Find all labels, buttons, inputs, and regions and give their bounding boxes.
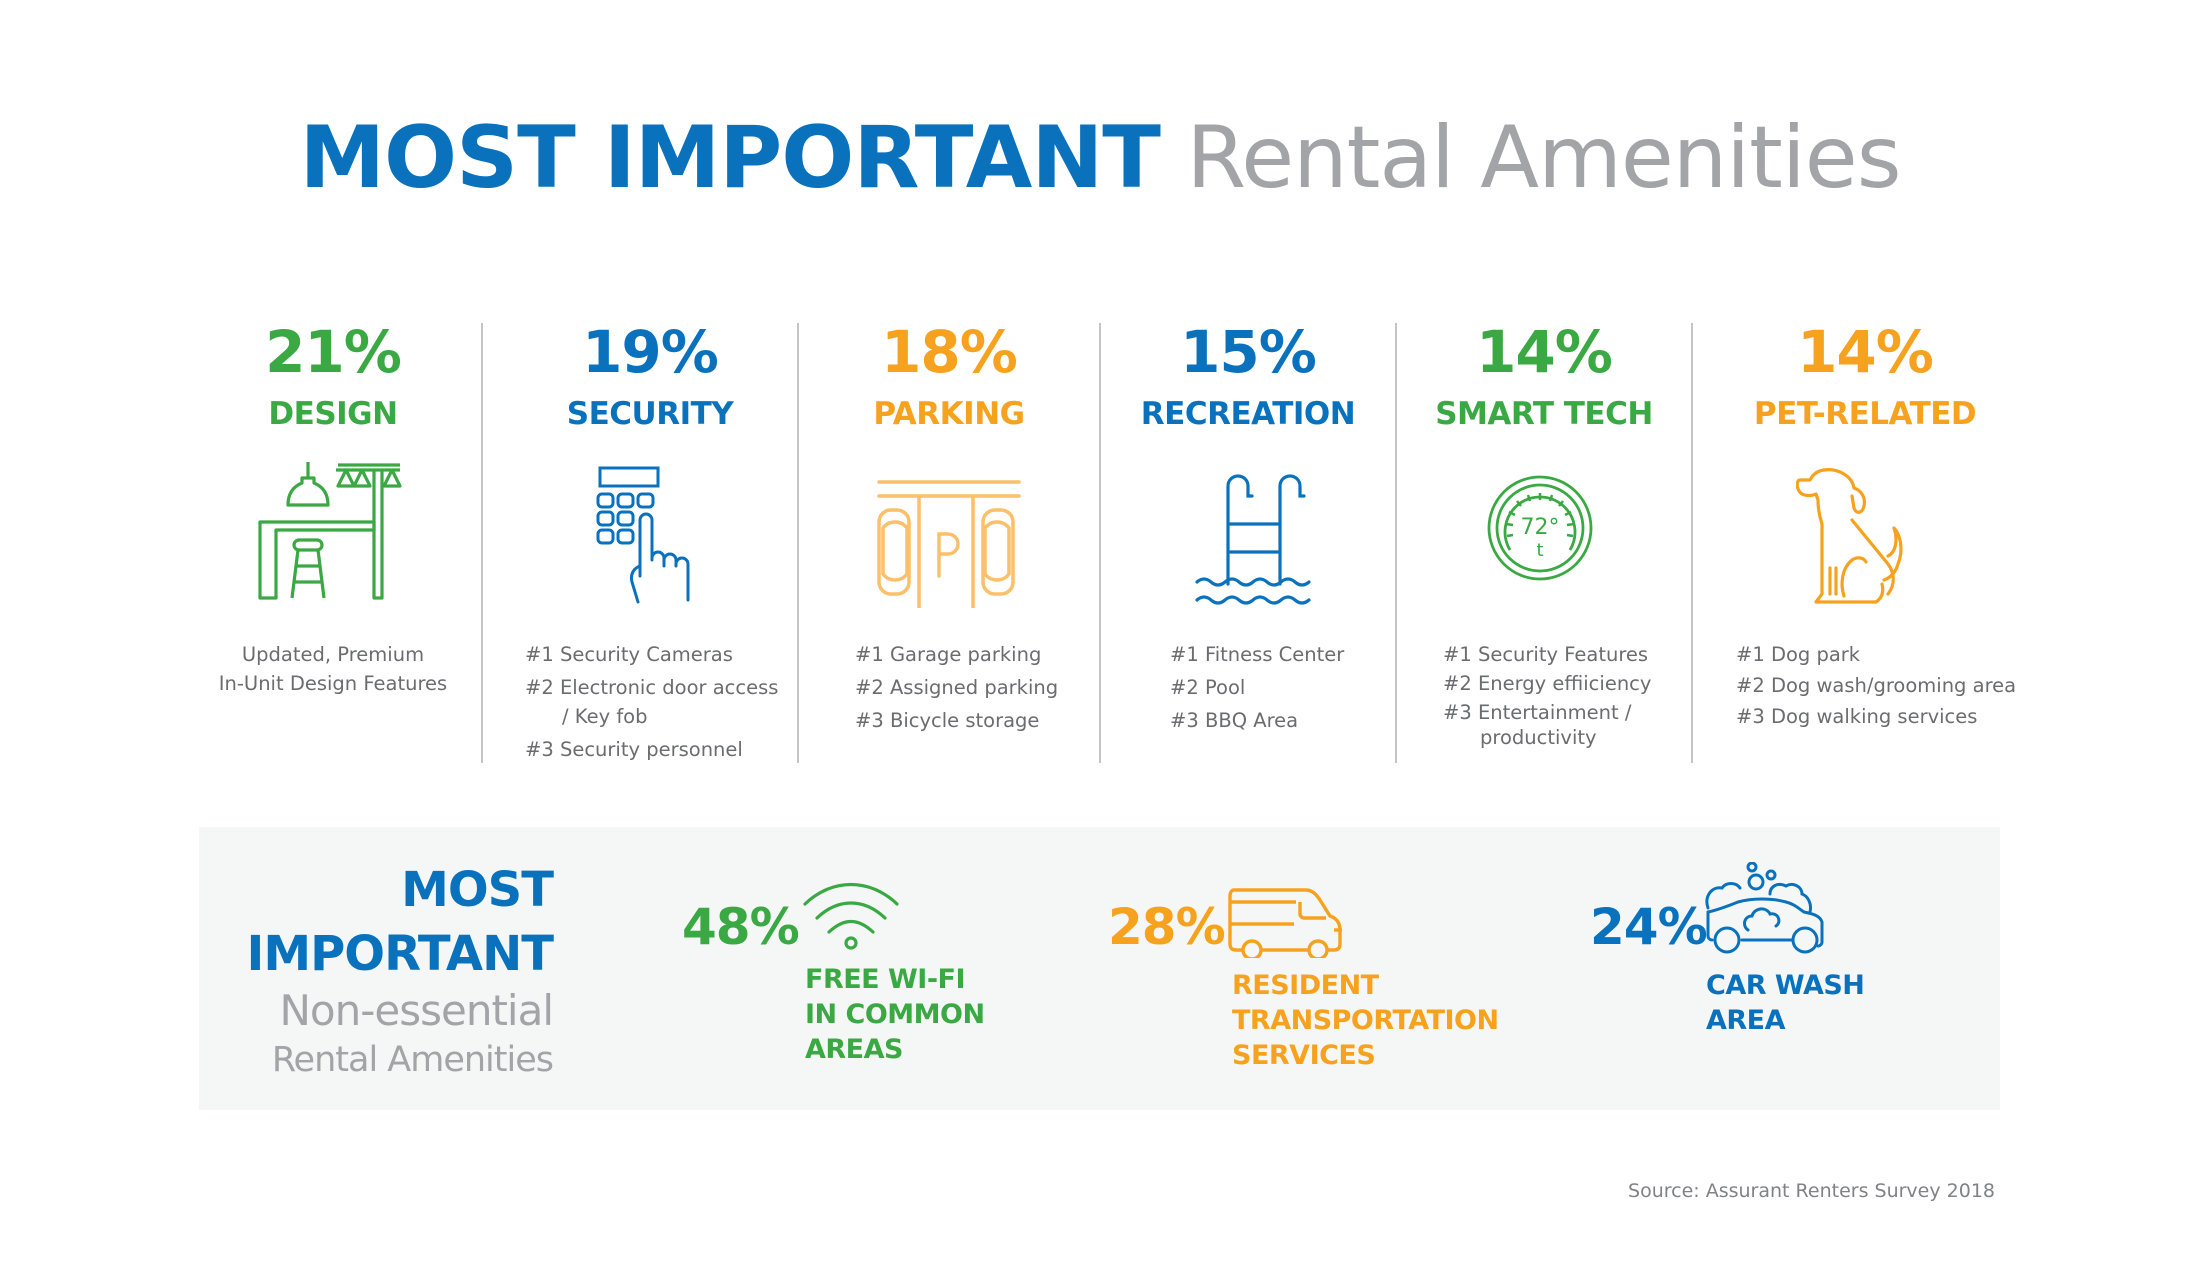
ranked-item: #2 Pool	[1170, 676, 1246, 699]
subheading-line: Rental Amenities	[271, 1040, 554, 1080]
label-line: CAR WASH	[1706, 970, 1865, 1001]
category-label: RECREATION	[1140, 396, 1356, 432]
van-icon	[1228, 888, 1342, 958]
label-line: AREAS	[805, 1034, 903, 1065]
thermostat-unit: t	[1536, 540, 1543, 561]
heading-line: MOST	[401, 862, 554, 918]
category-percent: 18%	[881, 318, 1018, 386]
dog-icon	[1796, 468, 1903, 604]
category-smart-tech: 14% SMART TECH	[1414, 318, 1674, 434]
label-line: FREE WI-FI	[805, 964, 966, 995]
source-note: Source: Assurant Renters Survey 2018	[1628, 1180, 1995, 1202]
wifi-label: FREE WI-FI IN COMMON AREAS	[805, 962, 985, 1067]
non-essential-panel	[199, 827, 2000, 1110]
category-items: #1 Garage parking #2 Assigned parking #3…	[855, 640, 1058, 735]
bar-stool-kitchen-icon	[258, 462, 402, 600]
category-percent: 19%	[582, 318, 719, 386]
ranked-item: #3 BBQ Area	[1170, 709, 1299, 732]
column-divider	[1099, 323, 1101, 763]
category-parking: 18% PARKING	[829, 318, 1069, 434]
category-percent: 21%	[265, 318, 402, 386]
transportation-percent: 28%	[1108, 898, 1226, 956]
ranked-item: #2 Dog wash/grooming area	[1736, 674, 2017, 697]
category-design: 21% DESIGN	[213, 318, 453, 434]
category-label: PET-RELATED	[1753, 396, 1977, 432]
ranked-item: #3 Dog walking services	[1736, 705, 1978, 728]
description-line: In-Unit Design Features	[218, 672, 448, 695]
car-wash-label: CAR WASH AREA	[1706, 968, 1865, 1038]
title-light: Rental Amenities	[1186, 108, 1901, 208]
page-title: MOST IMPORTANT Rental Amenities	[0, 108, 2200, 208]
ranked-item: #1 Garage parking	[855, 643, 1042, 666]
category-label: DESIGN	[268, 396, 398, 432]
car-wash-icon	[1705, 862, 1824, 954]
ranked-item: #3 Entertainment /	[1443, 701, 1632, 724]
column-divider	[481, 323, 483, 763]
category-percent: 15%	[1180, 318, 1317, 386]
ranked-item: #2 Electronic door access	[525, 676, 779, 699]
keypad-hand-icon	[596, 466, 690, 604]
pool-ladder-icon	[1195, 474, 1311, 605]
description-line: Updated, Premium	[241, 643, 425, 666]
category-percent: 14%	[1476, 318, 1613, 386]
column-divider	[1691, 323, 1693, 763]
category-recreation: 15% RECREATION	[1118, 318, 1378, 434]
column-divider	[1395, 323, 1397, 763]
wifi-percent: 48%	[682, 898, 800, 956]
thermostat-reading: 72°	[1521, 515, 1560, 540]
category-pet-related: 14% PET-RELATED	[1715, 318, 2015, 434]
parking-lot-icon	[877, 480, 1021, 608]
subheading-line: Non-essential	[279, 986, 554, 1035]
non-essential-heading: MOST IMPORTANT Non-essential Rental Amen…	[247, 858, 554, 1084]
category-description: Updated, Premium In-Unit Design Features	[213, 640, 453, 698]
label-line: IN COMMON	[805, 999, 985, 1030]
category-security: 19% SECURITY	[520, 318, 780, 434]
transportation-label: RESIDENT TRANSPORTATION SERVICES	[1232, 968, 1499, 1073]
ranked-item: #3 Security personnel	[525, 738, 743, 761]
category-label: SMART TECH	[1435, 396, 1653, 432]
title-bold: MOST IMPORTANT	[299, 108, 1160, 208]
label-line: RESIDENT	[1232, 970, 1379, 1001]
wifi-icon	[803, 883, 899, 950]
category-items: #1 Security Cameras #2 Electronic door a…	[525, 640, 778, 764]
ranked-item-continuation: productivity	[1480, 726, 1597, 749]
heading-line: IMPORTANT	[246, 926, 554, 982]
ranked-item: #1 Security Cameras	[525, 643, 733, 666]
label-line: TRANSPORTATION	[1232, 1005, 1499, 1036]
ranked-item: #2 Assigned parking	[855, 676, 1059, 699]
category-items: #1 Security Features #2 Energy effiicien…	[1443, 640, 1651, 749]
category-label: PARKING	[873, 396, 1025, 432]
car-wash-percent: 24%	[1590, 898, 1708, 956]
ranked-item: #1 Dog park	[1736, 643, 1861, 666]
label-line: AREA	[1706, 1005, 1786, 1036]
category-label: SECURITY	[566, 396, 734, 432]
ranked-item: #2 Energy effiiciency	[1443, 672, 1652, 695]
thermostat-icon: 72° t	[1487, 475, 1593, 581]
label-line: SERVICES	[1232, 1040, 1376, 1071]
ranked-item-continuation: / Key fob	[562, 705, 648, 728]
ranked-item: #3 Bicycle storage	[855, 709, 1040, 732]
category-items: #1 Fitness Center #2 Pool #3 BBQ Area	[1170, 640, 1344, 735]
ranked-item: #1 Security Features	[1443, 643, 1649, 666]
column-divider	[797, 323, 799, 763]
ranked-item: #1 Fitness Center	[1170, 643, 1345, 666]
category-items: #1 Dog park #2 Dog wash/grooming area #3…	[1736, 640, 2016, 731]
category-percent: 14%	[1797, 318, 1934, 386]
